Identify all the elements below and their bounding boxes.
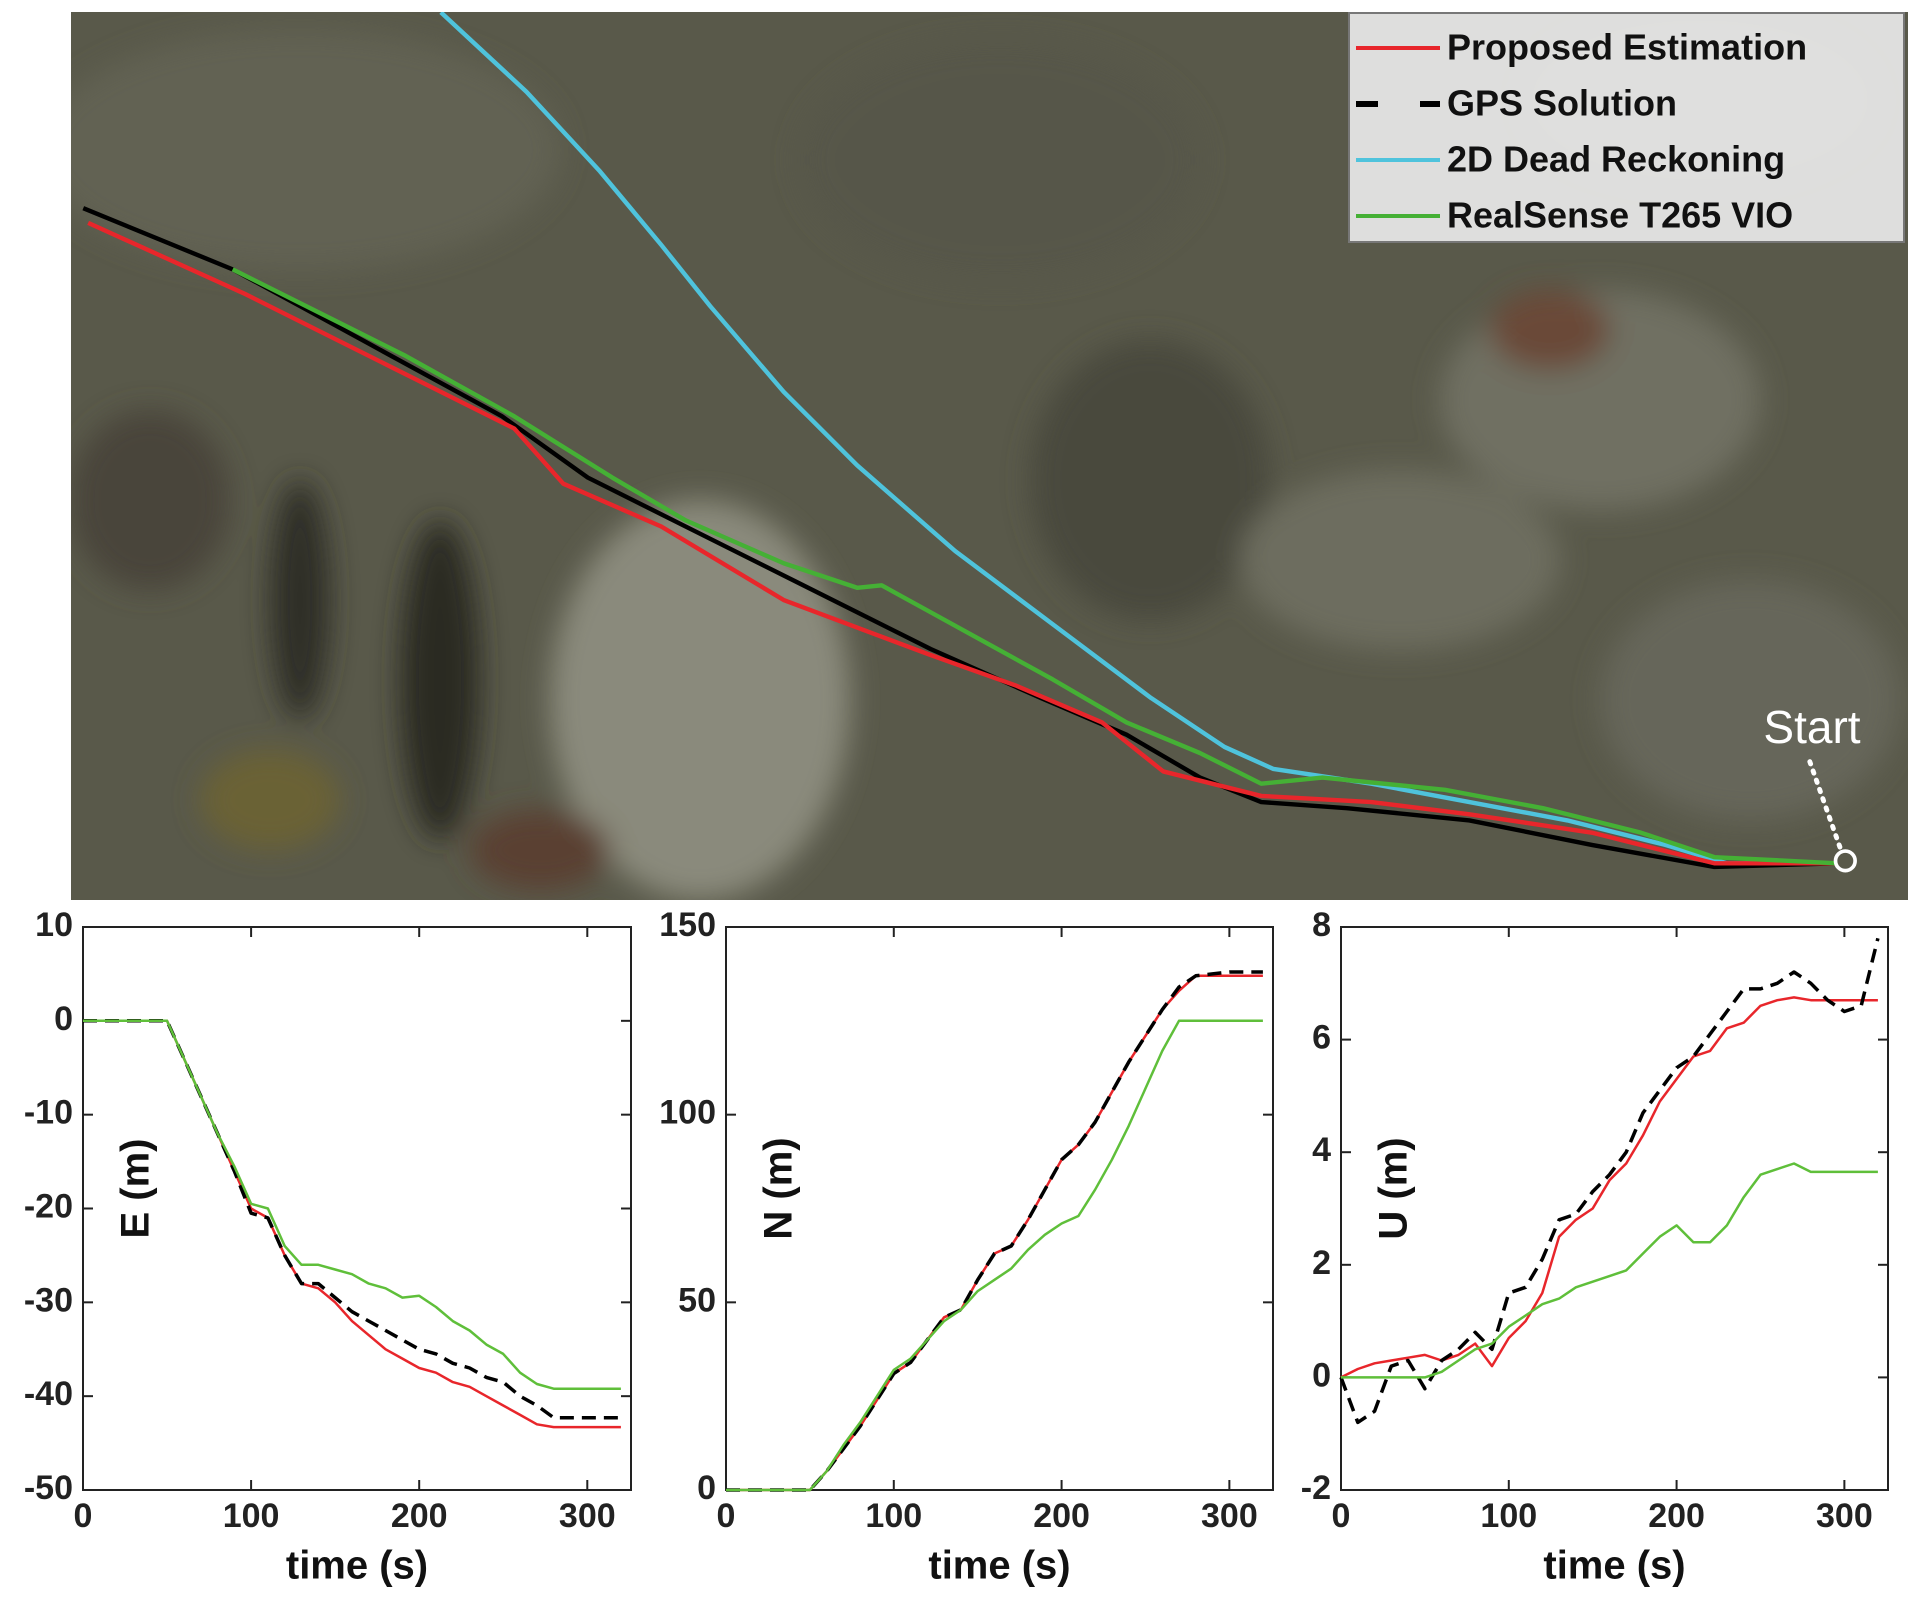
- vio-track: [231, 267, 1837, 866]
- y-tick-label: 6: [1312, 1019, 1331, 1057]
- series-line: [1341, 1162, 1878, 1379]
- x-tick-label: 100: [865, 1497, 922, 1535]
- x-axis-label: time (s): [1543, 1544, 1685, 1588]
- legend: Proposed Estimation GPS Solution 2D Dead R…: [1348, 12, 1905, 243]
- series-line: [1339, 937, 1880, 1425]
- y-tick-label: -50: [24, 1469, 73, 1507]
- y-axis-label: E (m): [114, 1139, 158, 1239]
- y-axis-label: N (m): [757, 1137, 801, 1239]
- x-tick-label: 300: [1201, 1497, 1258, 1535]
- x-tick-label: 0: [717, 1497, 736, 1535]
- legend-box: [1348, 12, 1905, 243]
- series-line: [726, 1019, 1263, 1492]
- y-tick-label: 10: [35, 906, 73, 944]
- y-tick-label: -10: [24, 1094, 73, 1132]
- series-line: [1340, 996, 1878, 1379]
- terrain: [71, 20, 1900, 900]
- start-pointer: [1807, 759, 1843, 852]
- x-tick-label: 0: [1332, 1497, 1351, 1535]
- y-tick-label: 0: [697, 1469, 716, 1507]
- start-label: Start: [1763, 701, 1860, 753]
- plot-area: [82, 926, 632, 1491]
- line-chart: 0 50 100 150 0 100 200 300 time (s) N (m): [659, 906, 1274, 1588]
- y-tick-label: 4: [1312, 1131, 1331, 1169]
- plot-area: [725, 926, 1274, 1491]
- y-tick-label: -30: [24, 1281, 73, 1319]
- plot-area: [1340, 926, 1889, 1491]
- y-tick-label: 0: [1312, 1356, 1331, 1394]
- x-tick-label: 300: [1816, 1497, 1873, 1535]
- y-tick-label: -2: [1301, 1469, 1331, 1507]
- x-tick-label: 100: [1480, 1497, 1537, 1535]
- y-tick-label: 2: [1312, 1244, 1331, 1282]
- y-tick-label: 50: [678, 1281, 716, 1319]
- y-tick-label: 0: [54, 1000, 73, 1038]
- y-tick-label: 150: [659, 906, 716, 944]
- y-tick-label: -20: [24, 1187, 73, 1225]
- x-tick-label: 200: [391, 1497, 448, 1535]
- y-tick-label: 100: [659, 1094, 716, 1132]
- y-axis-label: U (m): [1372, 1137, 1416, 1239]
- x-axis-label: time (s): [286, 1544, 428, 1588]
- y-tick-label: 8: [1312, 906, 1331, 944]
- y-tick-label: -40: [24, 1375, 73, 1413]
- x-tick-label: 300: [559, 1497, 616, 1535]
- trajectories: [82, 12, 1857, 873]
- series-line: [83, 1019, 621, 1390]
- legend-label: 2D Dead Reckoning: [1447, 139, 1785, 180]
- legend-label: GPS Solution: [1447, 83, 1677, 124]
- proposed-track: [87, 220, 1837, 866]
- legend-label: Proposed Estimation: [1447, 27, 1807, 68]
- x-tick-label: 0: [74, 1497, 93, 1535]
- start-marker: [1833, 849, 1857, 873]
- x-tick-label: 200: [1648, 1497, 1705, 1535]
- x-tick-label: 100: [223, 1497, 280, 1535]
- x-tick-label: 200: [1033, 1497, 1090, 1535]
- x-axis-label: time (s): [928, 1544, 1070, 1588]
- dead-reckoning-track: [439, 12, 1837, 866]
- legend-label: RealSense T265 VIO: [1447, 195, 1793, 236]
